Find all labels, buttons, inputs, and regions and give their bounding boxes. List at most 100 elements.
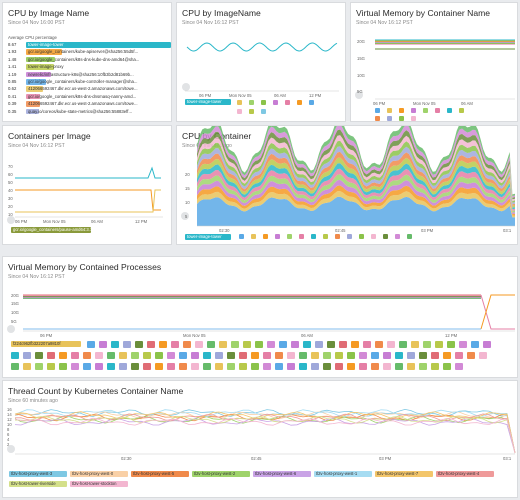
legend-swatch[interactable] [203, 363, 211, 370]
legend-swatch[interactable] [375, 116, 380, 121]
line-chart[interactable] [3, 257, 518, 378]
legend-swatch[interactable] [87, 341, 95, 348]
legend-swatch[interactable] [287, 363, 295, 370]
legend-item[interactable]: tl2v-host-proxy-west-3 [9, 471, 67, 477]
legend-swatch[interactable] [363, 341, 371, 348]
legend-swatch[interactable] [273, 100, 278, 105]
legend-swatch[interactable] [315, 341, 323, 348]
line-chart[interactable] [177, 3, 346, 122]
legend-swatch[interactable] [359, 363, 367, 370]
legend-swatch[interactable] [335, 234, 340, 239]
legend-swatch[interactable] [131, 352, 139, 359]
legend-swatch[interactable] [323, 363, 331, 370]
legend-swatch[interactable] [249, 109, 254, 114]
legend-swatch[interactable] [371, 352, 379, 359]
legend-swatch[interactable] [383, 363, 391, 370]
legend-swatch[interactable] [299, 234, 304, 239]
legend-swatch[interactable] [263, 363, 271, 370]
legend-swatch[interactable] [239, 352, 247, 359]
legend-swatch[interactable] [287, 234, 292, 239]
legend-swatch[interactable] [71, 352, 79, 359]
legend-swatch[interactable] [59, 352, 67, 359]
legend-swatch[interactable] [435, 341, 443, 348]
chart-handle-icon[interactable] [7, 325, 15, 333]
legend-swatch[interactable] [263, 234, 268, 239]
legend-item[interactable]: tl2v-host-proxy-west-7 [375, 471, 433, 477]
legend-swatch[interactable] [291, 341, 299, 348]
legend-swatch[interactable] [375, 341, 383, 348]
legend-swatch[interactable] [263, 352, 271, 359]
legend-swatch[interactable] [285, 100, 290, 105]
legend-swatch[interactable] [111, 341, 119, 348]
legend-swatch[interactable] [215, 352, 223, 359]
legend-swatch[interactable] [143, 363, 151, 370]
legend-swatch[interactable] [323, 234, 328, 239]
legend-swatch[interactable] [299, 352, 307, 359]
legend-swatch[interactable] [179, 352, 187, 359]
chart-handle-icon[interactable] [355, 91, 363, 99]
legend-swatch[interactable] [347, 352, 355, 359]
legend-item[interactable]: gcr.io/google_containers/pause-amd64:3.1 [11, 227, 91, 233]
legend-swatch[interactable] [471, 341, 479, 348]
chart-handle-icon[interactable] [181, 212, 189, 220]
legend-swatch[interactable] [323, 352, 331, 359]
legend-swatch[interactable] [297, 100, 302, 105]
legend-swatch[interactable] [447, 108, 452, 113]
legend-swatch[interactable] [423, 108, 428, 113]
legend-swatch[interactable] [219, 341, 227, 348]
legend-swatch[interactable] [411, 341, 419, 348]
legend-swatch[interactable] [407, 352, 415, 359]
legend-swatch[interactable] [261, 100, 266, 105]
legend-swatch[interactable] [239, 234, 244, 239]
line-chart[interactable] [351, 3, 518, 122]
legend-swatch[interactable] [399, 341, 407, 348]
legend-swatch[interactable] [267, 341, 275, 348]
legend-swatch[interactable] [275, 352, 283, 359]
legend-swatch[interactable] [443, 352, 451, 359]
legend-swatch[interactable] [411, 116, 416, 121]
legend-swatch[interactable] [95, 352, 103, 359]
legend-swatch[interactable] [279, 341, 287, 348]
legend-swatch[interactable] [443, 363, 451, 370]
legend-swatch[interactable] [11, 363, 19, 370]
legend-swatch[interactable] [47, 352, 55, 359]
legend-swatch[interactable] [183, 341, 191, 348]
chart-handle-icon[interactable] [7, 216, 15, 224]
legend-swatch[interactable] [131, 363, 139, 370]
legend-swatch[interactable] [347, 234, 352, 239]
legend-swatch[interactable] [459, 341, 467, 348]
legend-swatch[interactable] [411, 108, 416, 113]
legend-swatch[interactable] [119, 352, 127, 359]
legend-swatch[interactable] [171, 341, 179, 348]
legend-swatch[interactable] [215, 363, 223, 370]
legend-swatch[interactable] [387, 116, 392, 121]
legend-swatch[interactable] [251, 363, 259, 370]
legend-item[interactable]: tl2v-host-tower-stockton [70, 481, 128, 487]
legend-swatch[interactable] [123, 341, 131, 348]
legend-swatch[interactable] [359, 352, 367, 359]
legend-item[interactable]: tl2v-host-proxy-west-4 [436, 471, 494, 477]
legend-swatch[interactable] [395, 352, 403, 359]
legend-swatch[interactable] [359, 234, 364, 239]
legend-item[interactable]: tl2v-host-proxy-west-2 [192, 471, 250, 477]
legend-swatch[interactable] [275, 363, 283, 370]
legend-swatch[interactable] [255, 341, 263, 348]
legend-swatch[interactable] [339, 341, 347, 348]
legend-swatch[interactable] [335, 352, 343, 359]
legend-swatch[interactable] [251, 234, 256, 239]
legend-swatch[interactable] [195, 341, 203, 348]
legend-swatch[interactable] [309, 100, 314, 105]
legend-swatch[interactable] [179, 363, 187, 370]
legend-swatch[interactable] [231, 341, 239, 348]
legend-swatch[interactable] [227, 363, 235, 370]
line-chart[interactable] [3, 381, 518, 498]
legend-swatch[interactable] [249, 100, 254, 105]
chart-handle-icon[interactable] [7, 445, 15, 453]
legend-item[interactable]: f224c962fb322207a9810f [11, 341, 81, 347]
legend-swatch[interactable] [419, 363, 427, 370]
legend-swatch[interactable] [387, 108, 392, 113]
legend-swatch[interactable] [311, 352, 319, 359]
legend-swatch[interactable] [167, 352, 175, 359]
legend-item[interactable]: tower-image-tower [185, 234, 231, 240]
legend-swatch[interactable] [327, 341, 335, 348]
